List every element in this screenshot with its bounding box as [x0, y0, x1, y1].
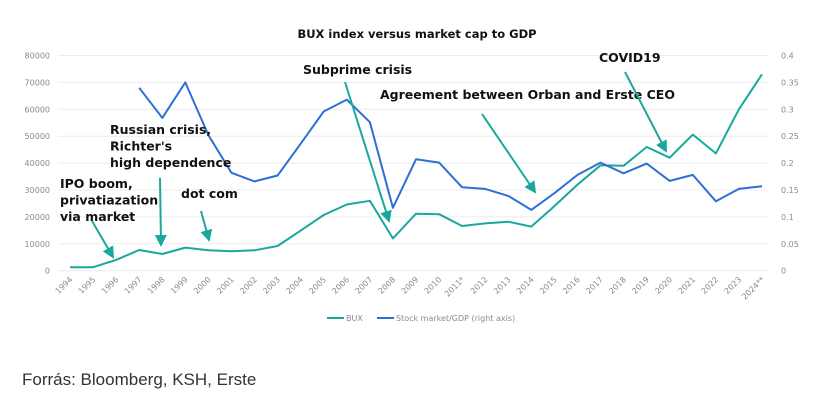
annotation-line: Richter's	[110, 139, 172, 154]
y-left-tick-label: 70000	[25, 78, 50, 87]
y-left-tick-label: 60000	[25, 105, 50, 114]
y-right-tick-label: 0.3	[781, 105, 794, 114]
x-tick-label: 2000	[192, 275, 213, 296]
annotation-arrow-icon	[624, 71, 667, 153]
y-right-tick-label: 0.15	[781, 186, 799, 195]
y-left-tick-label: 10000	[25, 240, 50, 249]
y-right-tick-label: 0.2	[781, 159, 794, 168]
x-tick-label: 2021	[676, 275, 697, 296]
annotation-line: dot com	[181, 186, 238, 201]
x-tick-label: 1999	[169, 275, 190, 296]
x-tick-label: 2018	[607, 275, 628, 296]
x-tick-label: 1995	[77, 275, 98, 296]
x-tick-label: 2007	[354, 275, 375, 296]
x-tick-label: 2023	[723, 275, 744, 296]
x-tick-label: 2014	[515, 275, 536, 296]
legend-label: Stock market/GDP (right axis)	[396, 314, 515, 323]
x-tick-label: 2006	[330, 275, 351, 296]
annotation-line: IPO boom,	[60, 176, 133, 191]
y-right-tick-label: 0	[781, 267, 786, 276]
annotation-line: high dependence	[110, 155, 231, 170]
x-tick-label: 1997	[123, 275, 144, 296]
annotation-4: Agreement between Orban and Erste CEO	[380, 87, 675, 102]
x-tick-label: 2003	[261, 275, 282, 296]
legend-label: BUX	[346, 314, 363, 323]
line-chart: BUX index versus market cap to GDP 0 10000…	[25, 27, 799, 323]
annotation-arrow-icon	[200, 210, 213, 242]
x-tick-label: 2012	[469, 275, 490, 296]
annotation-1: Russian crisis, Richter's high dependence	[110, 122, 231, 170]
x-tick-label: 2017	[584, 275, 605, 296]
series-line-bux	[70, 73, 763, 269]
x-tick-label: 1996	[100, 275, 121, 296]
annotation-line: privatiazation	[60, 193, 158, 208]
annotation-line: Agreement between Orban and Erste CEO	[380, 87, 675, 102]
annotation-arrow-icon	[344, 81, 392, 223]
x-tick-label: 2001	[215, 275, 236, 296]
y-right-tick-label: 0.4	[781, 52, 794, 61]
annotation-0: IPO boom, privatiazation via market	[60, 176, 158, 224]
annotation-3: Subprime crisis	[303, 62, 412, 77]
x-tick-label: 2002	[238, 275, 259, 296]
x-tick-label: 2008	[377, 275, 398, 296]
y-right-tick-label: 0.1	[781, 213, 794, 222]
annotation-line: Russian crisis,	[110, 122, 211, 137]
x-tick-label: 2011*	[443, 275, 467, 299]
y-left-tick-label: 80000	[25, 52, 50, 61]
annotation-arrow-icon	[481, 113, 537, 194]
y-left-tick-label: 40000	[25, 159, 50, 168]
x-tick-label: 2024**	[740, 275, 766, 301]
y-left-tick-label: 0	[45, 267, 50, 276]
y-right-tick-label: 0.05	[781, 240, 799, 249]
annotation-arrow-icon	[91, 220, 115, 259]
x-tick-label: 2009	[400, 275, 421, 296]
x-tick-label: 2019	[630, 275, 651, 296]
x-tick-label: 1994	[54, 275, 75, 296]
annotation-line: COVID19	[599, 50, 661, 65]
annotation-2: dot com	[181, 186, 238, 201]
y-left-tick-label: 30000	[25, 186, 50, 195]
y-left-tick-label: 50000	[25, 132, 50, 141]
chart-title: BUX index versus market cap to GDP	[297, 27, 536, 41]
x-tick-label: 2016	[561, 275, 582, 296]
y-left-tick-label: 20000	[25, 213, 50, 222]
series-line-stock-market-gdp	[138, 81, 763, 211]
x-tick-label: 2022	[700, 275, 721, 296]
x-tick-label: 2013	[492, 275, 513, 296]
y-right-tick-label: 0.25	[781, 132, 799, 141]
x-tick-label: 2010	[423, 275, 444, 296]
annotation-line: Subprime crisis	[303, 62, 412, 77]
source-note: Forrás: Bloomberg, KSH, Erste	[22, 370, 257, 389]
y-right-tick-label: 0.35	[781, 78, 799, 87]
annotation-arrow-icon	[154, 177, 167, 247]
x-tick-label: 2004	[284, 275, 305, 296]
x-tick-label: 2015	[538, 275, 559, 296]
x-tick-label: 2020	[653, 275, 674, 296]
annotation-line: via market	[60, 209, 135, 224]
x-tick-label: 1998	[146, 275, 167, 296]
annotation-5: COVID19	[599, 50, 661, 65]
x-tick-label: 2005	[307, 275, 328, 296]
